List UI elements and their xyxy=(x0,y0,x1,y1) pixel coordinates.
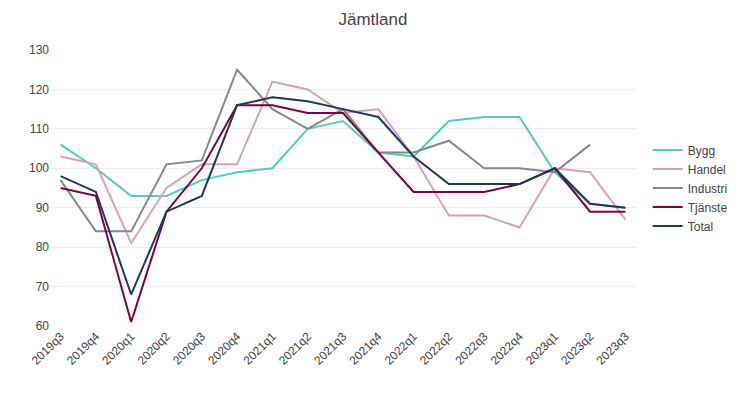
svg-text:2022q1: 2022q1 xyxy=(382,329,420,367)
svg-text:Bygg: Bygg xyxy=(688,144,715,158)
svg-text:2021q4: 2021q4 xyxy=(346,329,384,367)
svg-text:60: 60 xyxy=(36,319,50,333)
svg-text:2020q1: 2020q1 xyxy=(99,329,137,367)
svg-text:2019q3: 2019q3 xyxy=(29,329,67,367)
svg-text:Jämtland: Jämtland xyxy=(339,10,408,29)
svg-text:90: 90 xyxy=(36,201,50,215)
svg-text:2020q3: 2020q3 xyxy=(170,329,208,367)
svg-text:2022q4: 2022q4 xyxy=(488,329,526,367)
svg-text:2023q3: 2023q3 xyxy=(594,329,632,367)
svg-text:70: 70 xyxy=(36,280,50,294)
svg-text:Handel: Handel xyxy=(688,163,726,177)
svg-text:80: 80 xyxy=(36,240,50,254)
svg-text:2023q1: 2023q1 xyxy=(523,329,561,367)
svg-text:2021q2: 2021q2 xyxy=(276,329,314,367)
svg-text:2020q2: 2020q2 xyxy=(135,329,173,367)
svg-text:2023q2: 2023q2 xyxy=(558,329,596,367)
svg-text:2021q3: 2021q3 xyxy=(311,329,349,367)
svg-text:Industri: Industri xyxy=(688,182,727,196)
svg-text:2021q1: 2021q1 xyxy=(241,329,279,367)
svg-text:2022q3: 2022q3 xyxy=(452,329,490,367)
svg-text:120: 120 xyxy=(29,83,49,97)
svg-text:2020q4: 2020q4 xyxy=(205,329,243,367)
svg-text:100: 100 xyxy=(29,161,49,175)
svg-text:2019q4: 2019q4 xyxy=(64,329,102,367)
svg-text:Tjänste: Tjänste xyxy=(688,201,728,215)
svg-text:110: 110 xyxy=(30,122,49,136)
svg-text:Total: Total xyxy=(688,220,713,234)
svg-text:130: 130 xyxy=(29,43,49,57)
svg-text:2022q2: 2022q2 xyxy=(417,329,455,367)
